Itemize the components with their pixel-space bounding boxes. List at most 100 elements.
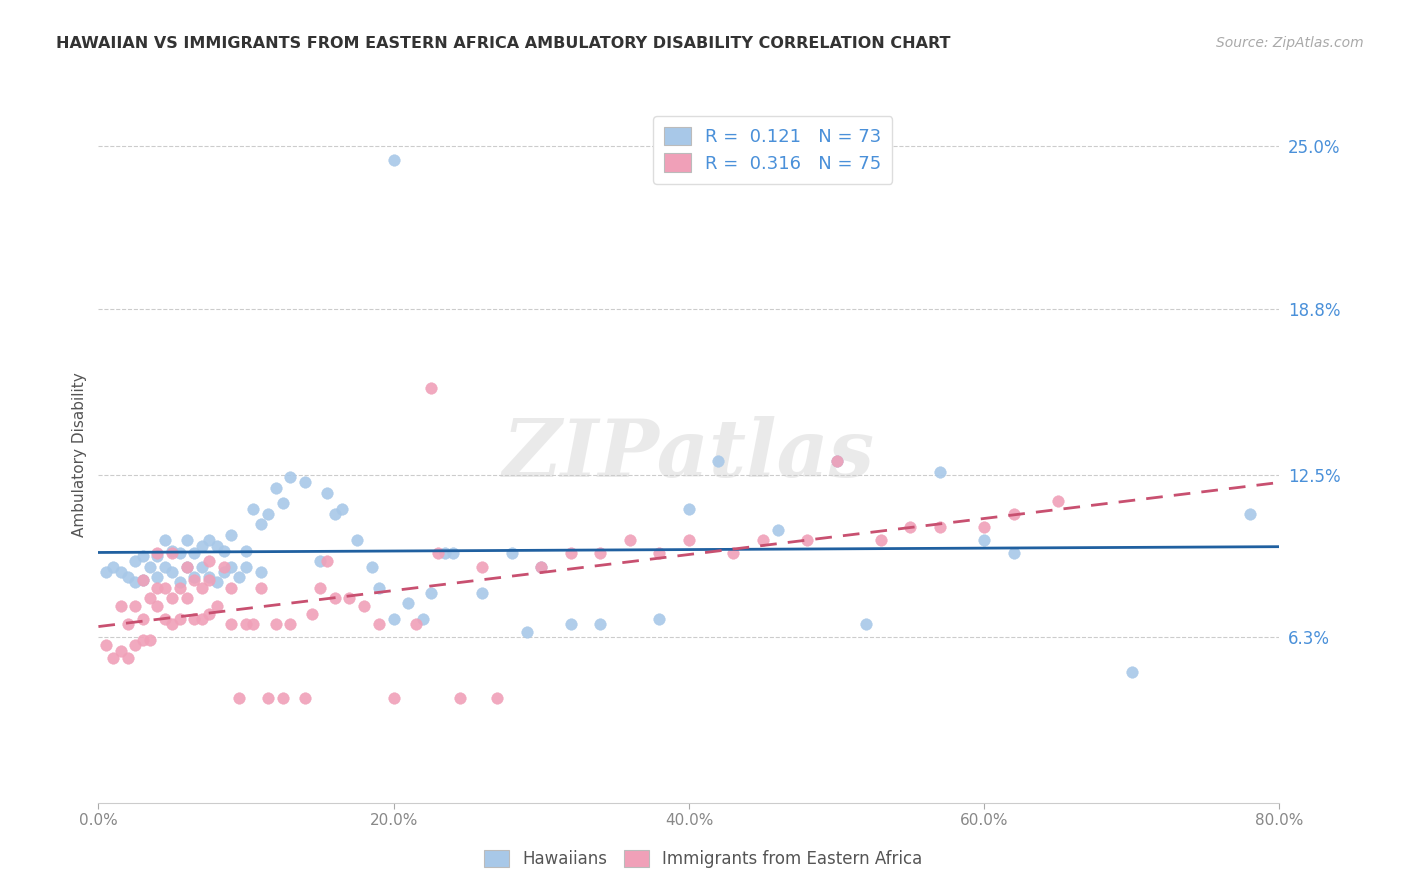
Y-axis label: Ambulatory Disability: Ambulatory Disability	[72, 373, 87, 537]
Point	[869, 533, 891, 548]
Point	[235, 617, 257, 632]
Point	[396, 596, 419, 610]
Point	[146, 599, 169, 613]
Point	[1002, 546, 1025, 560]
Point	[103, 651, 125, 665]
Point	[825, 454, 848, 468]
Point	[271, 690, 294, 705]
Point	[117, 651, 139, 665]
Point	[110, 565, 132, 579]
Point	[589, 546, 612, 560]
Point	[191, 581, 214, 595]
Point	[198, 573, 221, 587]
Point	[619, 533, 641, 548]
Point	[368, 581, 391, 595]
Point	[146, 549, 169, 563]
Point	[250, 517, 273, 532]
Point	[153, 559, 176, 574]
Point	[139, 559, 162, 574]
Point	[678, 501, 700, 516]
Point	[353, 599, 375, 613]
Point	[766, 523, 789, 537]
Point	[250, 581, 273, 595]
Point	[198, 607, 221, 621]
Point	[278, 470, 302, 484]
Point	[169, 575, 191, 590]
Point	[309, 554, 332, 568]
Point	[124, 638, 146, 652]
Point	[198, 533, 221, 548]
Point	[162, 565, 183, 579]
Point	[973, 533, 995, 548]
Text: HAWAIIAN VS IMMIGRANTS FROM EASTERN AFRICA AMBULATORY DISABILITY CORRELATION CHA: HAWAIIAN VS IMMIGRANTS FROM EASTERN AFRI…	[56, 36, 950, 51]
Point	[751, 533, 773, 548]
Point	[132, 573, 155, 587]
Point	[183, 573, 205, 587]
Point	[132, 633, 155, 648]
Point	[530, 559, 553, 574]
Point	[110, 643, 132, 657]
Point	[139, 591, 162, 605]
Point	[405, 617, 427, 632]
Point	[589, 617, 612, 632]
Point	[339, 591, 360, 605]
Point	[139, 633, 162, 648]
Point	[162, 543, 183, 558]
Point	[242, 617, 264, 632]
Point	[191, 559, 214, 574]
Point	[124, 599, 146, 613]
Point	[441, 546, 464, 560]
Point	[271, 496, 294, 510]
Point	[449, 690, 471, 705]
Point	[368, 617, 391, 632]
Point	[132, 549, 155, 563]
Point	[412, 612, 434, 626]
Point	[235, 559, 257, 574]
Point	[382, 612, 405, 626]
Point	[228, 690, 250, 705]
Point	[198, 554, 221, 568]
Point	[228, 570, 250, 584]
Text: ZIPatlas: ZIPatlas	[503, 417, 875, 493]
Point	[419, 381, 441, 395]
Point	[530, 559, 553, 574]
Point	[153, 533, 176, 548]
Point	[146, 570, 169, 584]
Point	[191, 539, 214, 553]
Point	[264, 481, 287, 495]
Point	[103, 559, 125, 574]
Point	[346, 533, 368, 548]
Point	[205, 599, 228, 613]
Point	[486, 690, 509, 705]
Point	[330, 501, 353, 516]
Point	[235, 543, 257, 558]
Point	[501, 546, 523, 560]
Point	[176, 591, 198, 605]
Point	[219, 581, 242, 595]
Point	[928, 465, 950, 479]
Point	[124, 575, 146, 590]
Point	[117, 570, 139, 584]
Point	[132, 573, 155, 587]
Point	[212, 565, 235, 579]
Point	[176, 559, 198, 574]
Point	[723, 546, 745, 560]
Point	[153, 581, 176, 595]
Point	[301, 607, 323, 621]
Point	[191, 612, 214, 626]
Point	[219, 617, 242, 632]
Point	[278, 617, 302, 632]
Point	[146, 546, 169, 560]
Point	[212, 559, 235, 574]
Point	[382, 690, 405, 705]
Point	[1239, 507, 1261, 521]
Point	[471, 559, 494, 574]
Point	[146, 581, 169, 595]
Point	[205, 575, 228, 590]
Text: Source: ZipAtlas.com: Source: ZipAtlas.com	[1216, 36, 1364, 50]
Point	[648, 546, 671, 560]
Point	[678, 533, 700, 548]
Point	[162, 591, 183, 605]
Point	[796, 533, 818, 548]
Point	[257, 507, 280, 521]
